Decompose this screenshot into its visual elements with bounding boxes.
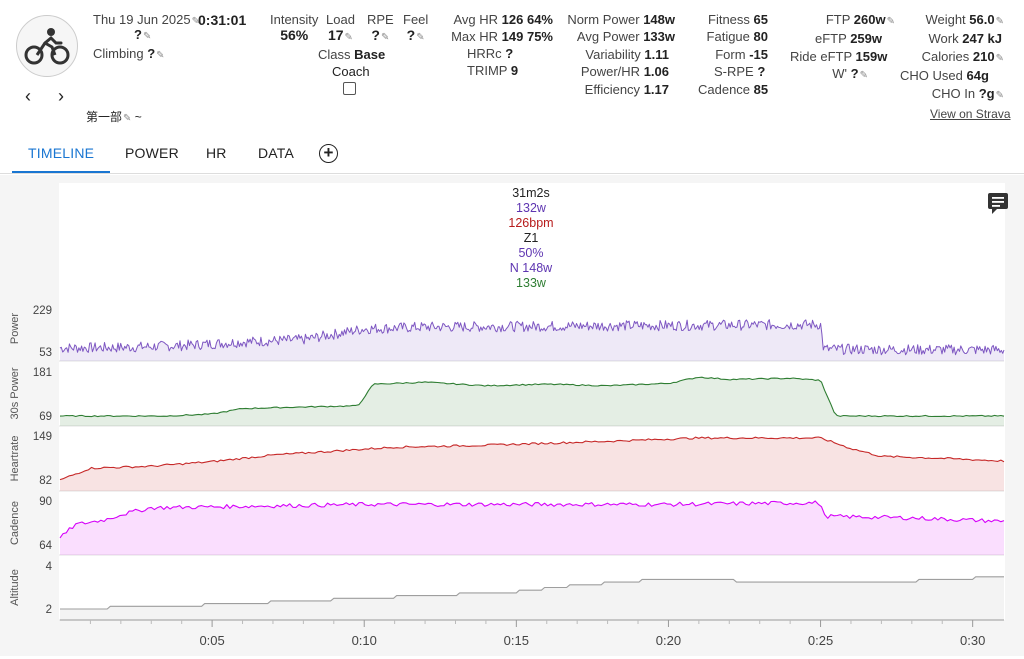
edit-pencil-icon[interactable]: ✎ (156, 50, 165, 61)
summary-avg-power-30s: 133w (516, 276, 547, 290)
panel-30s-power: 181 69 30s Power (9, 367, 1005, 427)
hr-extra-stats: HRRc ? TRIMP 9 (467, 46, 519, 79)
y-tick-min: 2 (46, 604, 52, 616)
class-stat: Class Base (318, 47, 386, 62)
next-activity-button[interactable]: › (58, 86, 64, 106)
y-tick-max: 4 (46, 561, 53, 573)
edit-pencil-icon[interactable]: ✎ (995, 16, 1004, 27)
tab-power[interactable]: POWER (125, 145, 179, 161)
series-line (59, 436, 1005, 481)
fitness-stats: Fitness 65 Fatigue 80 Form -15 S-RPE ? C… (698, 12, 769, 97)
x-tick-label: 0:05 (199, 633, 224, 648)
cycling-icon (24, 28, 70, 65)
y-axis-label: Cadence (9, 501, 21, 545)
edit-pencil-icon[interactable]: ✎ (886, 16, 895, 27)
tab-timeline[interactable]: TIMELINE (12, 145, 111, 173)
activity-description[interactable]: ?✎ (134, 27, 152, 42)
panel-power: 229 53 Power (9, 305, 1005, 362)
y-axis-label: Heartrate (9, 436, 21, 482)
body-stats: Weight 56.0✎ Work 247 kJ Calories 210✎ C… (900, 12, 1004, 101)
timeline-chart[interactable]: 31m2s 132w 126bpm Z1 50% N 148w 133w 229… (0, 175, 1024, 656)
y-axis-label: 30s Power (9, 367, 21, 419)
y-tick-max: 181 (33, 367, 52, 379)
activity-tabs: TIMELINE POWER HR DATA + (0, 140, 1024, 174)
x-tick-label: 0:30 (960, 633, 985, 648)
panel-heartrate: 149 82 Heartrate (9, 431, 1005, 492)
view-on-strava-link[interactable]: View on Strava (930, 107, 1011, 121)
hr-stats: Avg HR 126 64% Max HR 149 75% (451, 12, 553, 45)
feel-stat[interactable]: Feel ?✎ (403, 12, 429, 43)
summary-avg-hr: 126bpm (508, 216, 553, 230)
series-line (59, 319, 1005, 356)
activity-duration: 0:31:01 (198, 12, 247, 28)
edit-pencil-icon[interactable]: ✎ (995, 52, 1004, 64)
x-tick-label: 0:10 (352, 633, 377, 648)
coach-label: Coach (332, 64, 370, 79)
series-area (60, 437, 1004, 491)
series-line (60, 576, 1004, 610)
summary-zone: Z1 (524, 231, 539, 245)
add-tab-icon[interactable]: + (319, 144, 338, 163)
edit-pencil-icon[interactable]: ✎ (995, 89, 1004, 101)
y-tick-max: 149 (33, 431, 52, 443)
edit-pencil-icon[interactable]: ✎ (191, 16, 200, 27)
tab-data[interactable]: DATA (258, 145, 295, 161)
series-area (60, 501, 1004, 555)
y-tick-min: 69 (39, 411, 52, 423)
x-tick-label: 0:25 (808, 633, 833, 648)
edit-pencil-icon[interactable]: ✎ (344, 32, 353, 43)
edit-pencil-icon[interactable]: ✎ (416, 32, 425, 43)
y-tick-min: 64 (39, 540, 52, 552)
x-tick-label: 0:20 (656, 633, 681, 648)
summary-box: 31m2s 132w 126bpm Z1 50% N 148w 133w (508, 186, 553, 290)
y-axis-label: Power (9, 313, 21, 345)
previous-activity-button[interactable]: ‹ (25, 86, 31, 106)
series-line (59, 500, 1005, 539)
rpe-stat[interactable]: RPE ?✎ (367, 12, 394, 43)
y-axis-label: Altitude (9, 569, 21, 606)
tab-hr[interactable]: HR (206, 145, 227, 161)
activity-header: ‹ › Thu 19 Jun 2025✎ 0:31:01 ?✎ Climbing… (0, 0, 1024, 140)
y-tick-min: 53 (39, 347, 52, 359)
y-tick-min: 82 (39, 475, 52, 487)
y-tick-max: 90 (39, 496, 52, 508)
x-tick-label: 0:15 (504, 633, 529, 648)
series-area (60, 377, 1004, 426)
intensity-stat: Intensity 56% (270, 12, 319, 43)
load-stat[interactable]: Load 17✎ (326, 12, 355, 43)
summary-duration: 31m2s (512, 186, 550, 200)
summary-norm-power: N 148w (510, 261, 553, 275)
series-line (59, 376, 1005, 418)
timeline-chart-area: 31m2s 132w 126bpm Z1 50% N 148w 133w 229… (0, 175, 1024, 656)
coach-checkbox[interactable] (343, 82, 356, 95)
summary-avg-power: 132w (516, 201, 547, 215)
edit-pencil-icon[interactable]: ✎ (142, 31, 152, 42)
activity-type-avatar[interactable] (16, 15, 78, 77)
ftp-stats: FTP 260w✎ eFTP 259w Ride eFTP 159w W' ?✎ (790, 12, 895, 82)
edit-pencil-icon[interactable]: ✎ (123, 113, 132, 124)
climbing-field[interactable]: Climbing ?✎ (93, 46, 165, 61)
summary-intensity: 50% (518, 246, 543, 260)
comment-icon[interactable] (988, 193, 1008, 214)
panel-cadence: 90 64 Cadence (9, 496, 1005, 556)
edit-pencil-icon[interactable]: ✎ (380, 32, 390, 43)
series-area (60, 319, 1004, 361)
activity-date[interactable]: Thu 19 Jun 2025✎ (93, 12, 200, 27)
edit-pencil-icon[interactable]: ✎ (859, 70, 868, 82)
y-tick-max: 229 (33, 305, 52, 317)
power-stats: Norm Power 148w Avg Power 133w Variabili… (567, 12, 675, 97)
chart-background (59, 183, 1005, 620)
series-area (60, 576, 1004, 620)
activity-name[interactable]: 第一部✎ ~ (86, 110, 142, 124)
